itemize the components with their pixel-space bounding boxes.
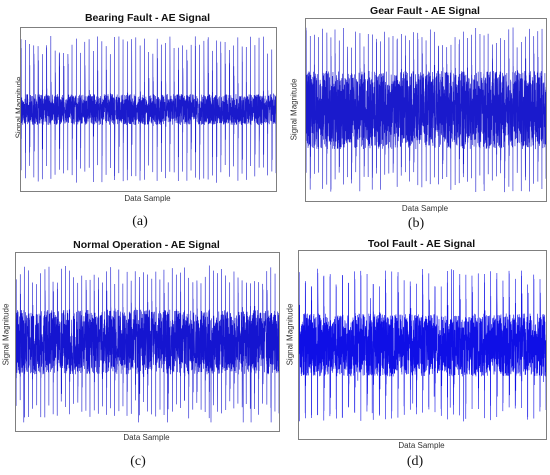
chart-title: Gear Fault - AE Signal: [370, 5, 480, 17]
signal-series-line: [16, 265, 279, 423]
signal-series-line: [306, 27, 546, 193]
chart-title: Bearing Fault - AE Signal: [84, 12, 211, 24]
signal-series-line: [299, 268, 546, 422]
signal-plot: [16, 265, 279, 423]
panel-caption: (a): [132, 214, 148, 229]
panel-caption: (b): [407, 216, 425, 231]
signal-series-line: [21, 36, 276, 183]
x-axis-label: Data Sample: [124, 194, 171, 203]
x-axis-label: Data Sample: [401, 204, 449, 213]
x-axis-label: Data Sample: [398, 441, 445, 450]
signal-plot: [21, 36, 276, 183]
plot-area: [20, 27, 277, 192]
chart-title: Normal Operation - AE Signal: [73, 239, 220, 251]
y-axis-label: Signal Magnitude: [289, 78, 299, 141]
panel-caption: (d): [406, 454, 424, 469]
panel-caption: (c): [130, 454, 146, 469]
plot-area: [15, 252, 280, 432]
chart-title: Tool Fault - AE Signal: [367, 238, 476, 250]
y-axis-label: Signal Magnitude: [285, 303, 295, 366]
signal-plot: [306, 27, 546, 193]
x-axis-label: Data Sample: [123, 433, 170, 442]
y-axis-label: Signal Magnitude: [1, 303, 11, 366]
signal-plot: [299, 268, 546, 422]
plot-area: [305, 18, 547, 202]
plot-area: [298, 250, 547, 440]
